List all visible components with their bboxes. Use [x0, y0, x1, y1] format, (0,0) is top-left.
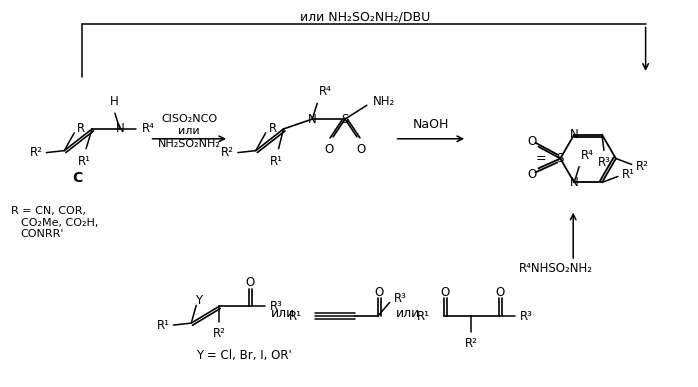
Text: NH₂SO₂NH₂: NH₂SO₂NH₂	[158, 139, 221, 149]
Text: R⁴: R⁴	[319, 86, 332, 98]
Text: R³: R³	[394, 292, 406, 305]
Text: NH₂: NH₂	[373, 95, 395, 108]
Text: R¹: R¹	[156, 319, 170, 332]
Text: R³: R³	[269, 300, 283, 313]
Text: O: O	[527, 168, 536, 181]
Text: R³: R³	[597, 156, 610, 169]
Text: O: O	[245, 276, 254, 289]
Text: или NH₂SO₂NH₂/DBU: или NH₂SO₂NH₂/DBU	[299, 10, 430, 23]
Text: R²: R²	[29, 146, 43, 159]
Text: R²: R²	[636, 160, 648, 173]
Text: O: O	[356, 143, 366, 156]
Text: R²: R²	[221, 146, 234, 159]
Text: O: O	[440, 286, 450, 299]
Text: или: или	[395, 307, 419, 320]
Text: CO₂Me, CO₂H,: CO₂Me, CO₂H,	[21, 217, 98, 228]
Text: R: R	[269, 122, 277, 135]
Text: R⁴NHSO₂NH₂: R⁴NHSO₂NH₂	[519, 262, 593, 276]
Text: Y: Y	[195, 294, 202, 307]
Text: N: N	[570, 176, 579, 189]
Text: S: S	[341, 113, 349, 126]
Text: =: =	[535, 152, 546, 165]
Text: R = CN, COR,: R = CN, COR,	[10, 206, 86, 216]
Text: R¹: R¹	[417, 310, 431, 323]
Text: CONRR': CONRR'	[21, 229, 64, 240]
Text: N: N	[570, 128, 579, 141]
Text: или: или	[270, 307, 295, 320]
Text: O: O	[527, 135, 536, 148]
Text: O: O	[374, 286, 383, 299]
Text: R¹: R¹	[622, 168, 634, 181]
Text: R²: R²	[213, 327, 225, 340]
Text: O: O	[325, 143, 334, 156]
Text: R¹: R¹	[270, 154, 283, 168]
Text: NaOH: NaOH	[413, 118, 450, 132]
Text: O: O	[495, 286, 505, 299]
Text: S: S	[556, 152, 564, 165]
Text: N: N	[308, 113, 317, 126]
Text: C: C	[72, 171, 82, 185]
Text: Y = Cl, Br, I, OR': Y = Cl, Br, I, OR'	[196, 349, 292, 362]
Text: ClSO₂NCO: ClSO₂NCO	[161, 114, 217, 124]
Text: R¹: R¹	[77, 154, 91, 168]
Text: R¹: R¹	[288, 310, 302, 323]
Text: R: R	[77, 122, 85, 135]
Text: R⁴: R⁴	[581, 149, 594, 162]
Text: R²: R²	[465, 337, 477, 350]
Text: H: H	[110, 95, 118, 108]
Text: N: N	[115, 122, 124, 135]
Text: R⁴: R⁴	[142, 122, 154, 135]
Text: или: или	[179, 126, 200, 136]
Text: R³: R³	[519, 310, 533, 323]
